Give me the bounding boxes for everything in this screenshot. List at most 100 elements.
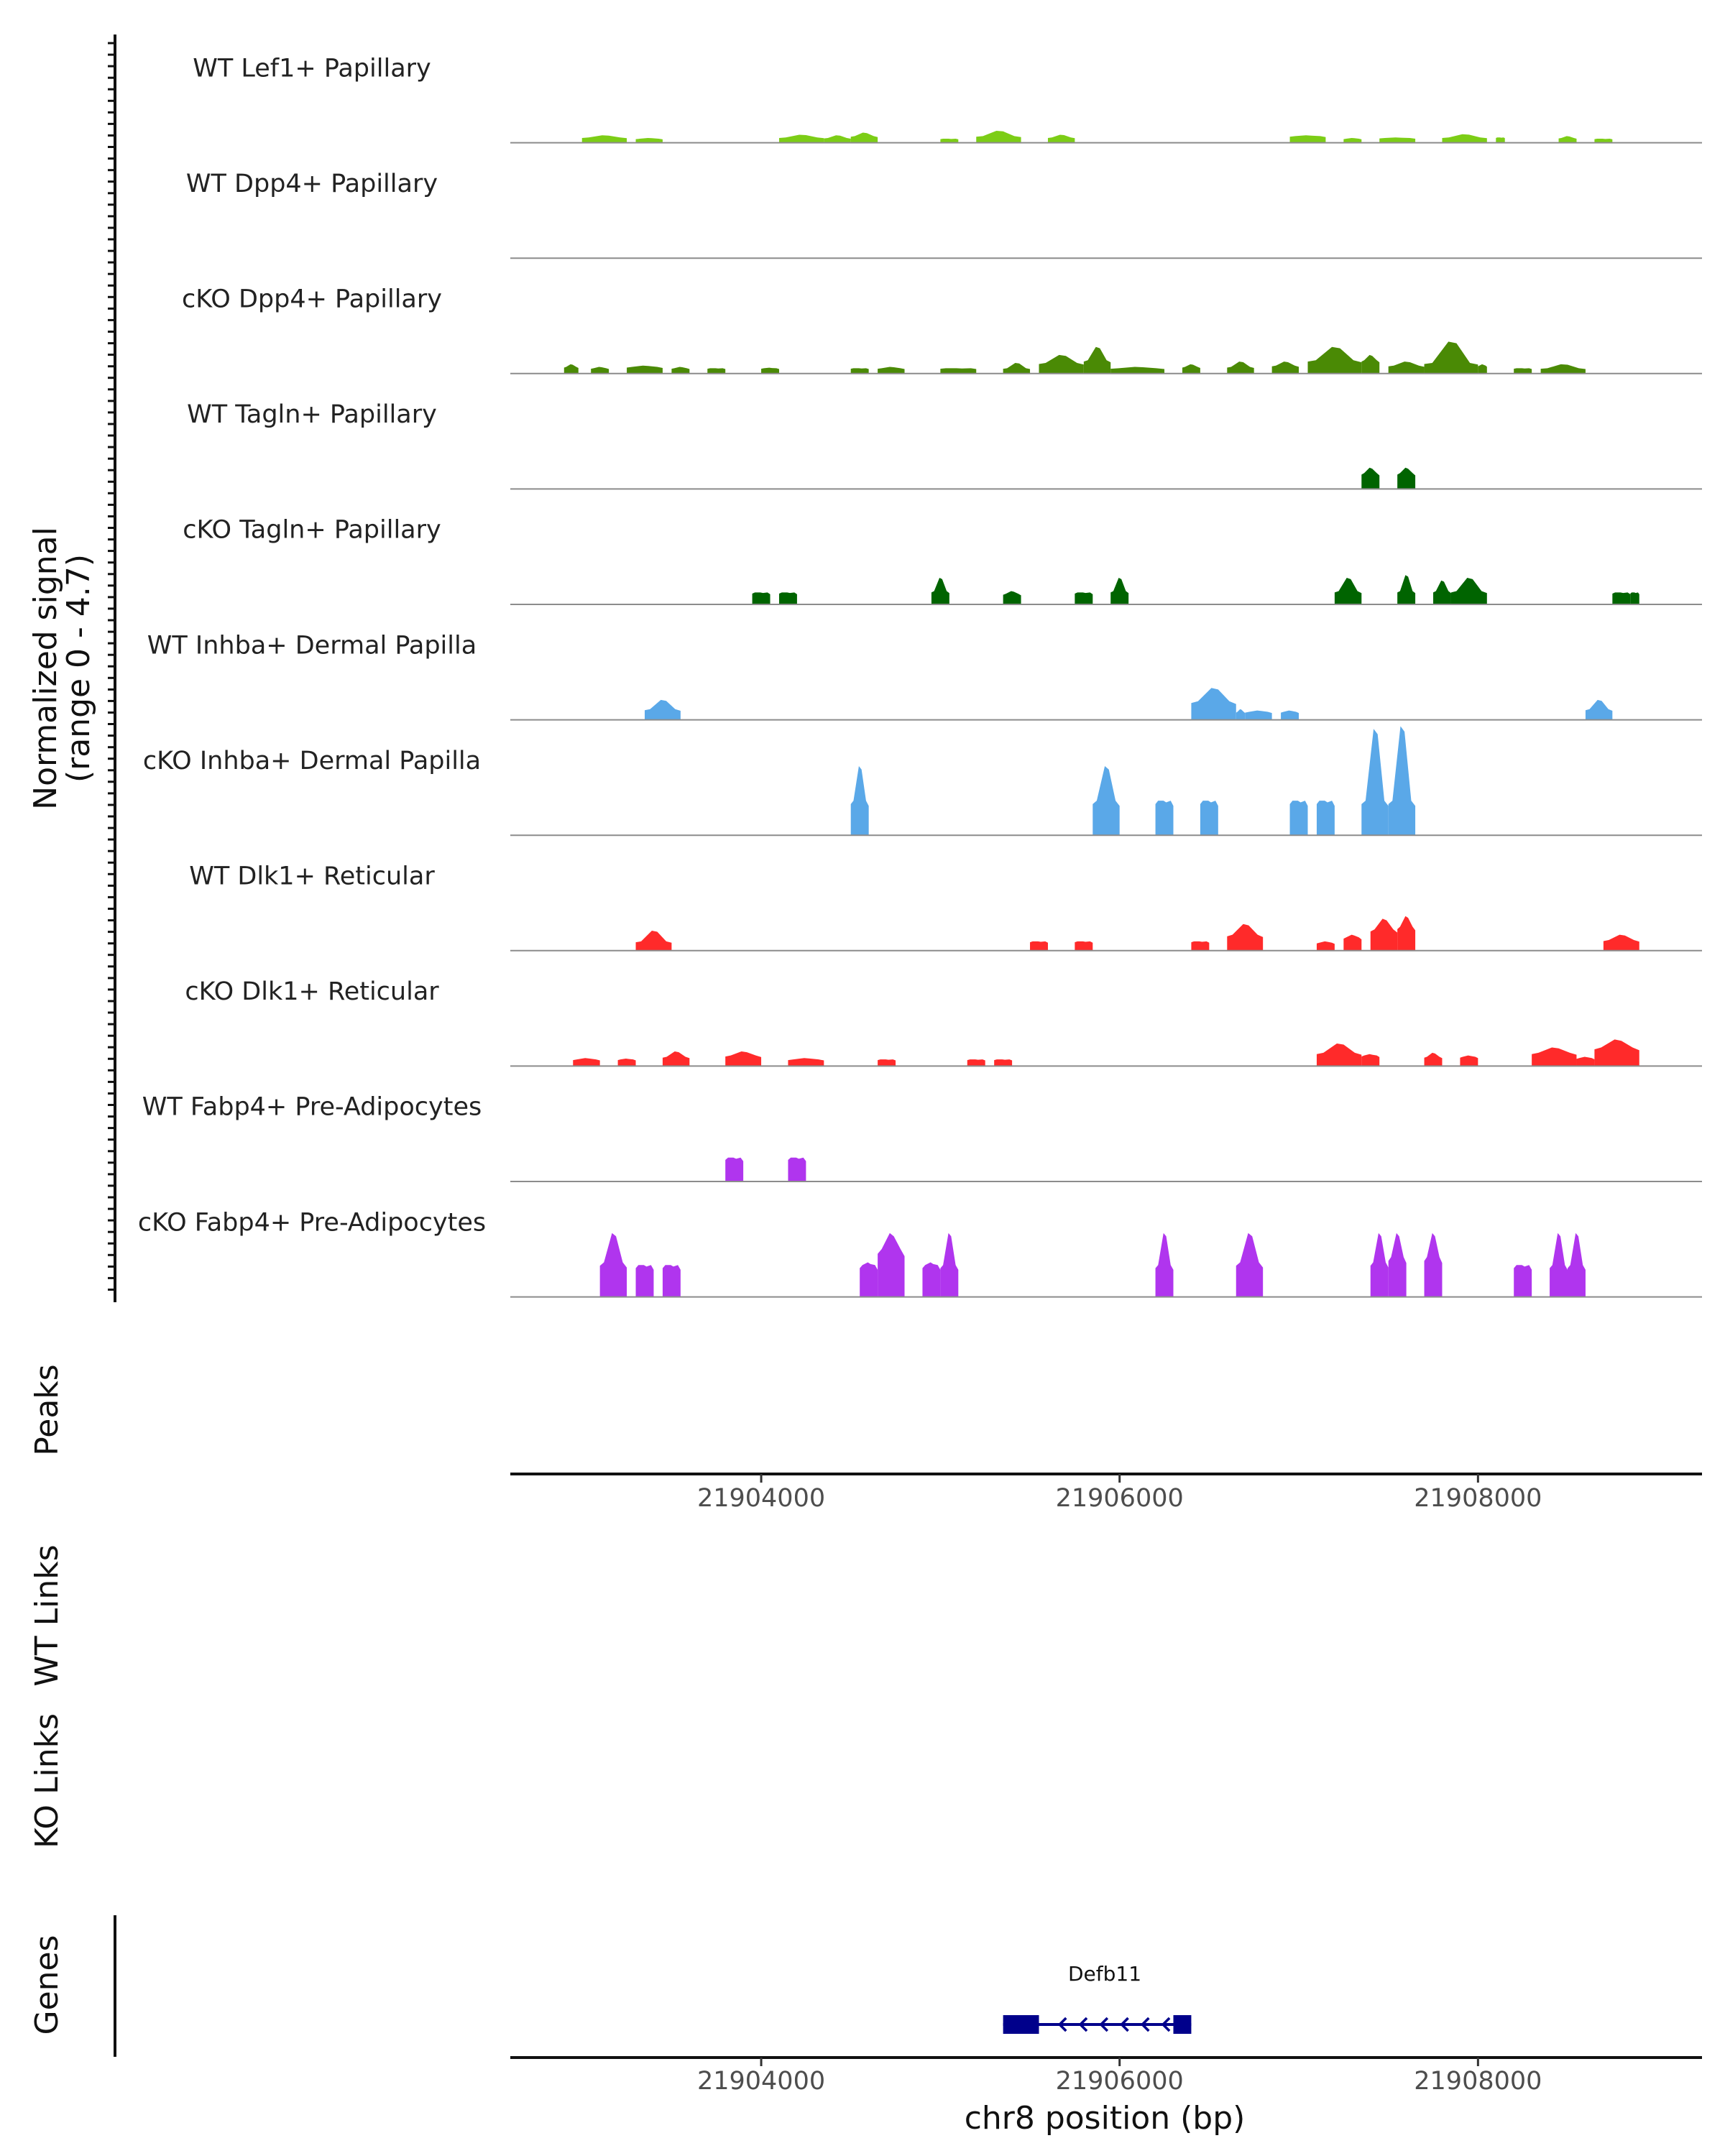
signal-area [1155,1233,1174,1297]
signal-area [860,1262,878,1297]
signal-area [1397,467,1416,489]
coverage-tracks: WT Lef1+ Papillary WT Dpp4+ Papillary cKO … [138,54,1702,1298]
signal-area [878,367,905,374]
signal-area [1075,592,1093,604]
track-6: WT Inhba+ Dermal Papilla [147,631,1702,721]
track-8: WT Dlk1+ Reticular [189,862,1702,952]
track-label: WT Dpp4+ Papillary [186,170,438,198]
x-tick-label: 21906000 [1056,1484,1184,1513]
x-tick-label: 21908000 [1414,1484,1542,1513]
strand-arrow [1140,2017,1150,2032]
signal-area [1289,801,1308,836]
signal-area [1397,916,1416,951]
signal-area [1271,361,1300,374]
track-label: cKO Fabp4+ Pre-Adipocytes [138,1208,486,1237]
signal-area [1514,368,1532,374]
signal-area [671,367,690,374]
signal-area [1191,941,1210,951]
signal-area [1227,923,1264,951]
x-axis-title: chr8 position (bp) [965,2100,1246,2137]
signal-area [662,1265,681,1297]
signal-area [564,364,579,374]
signal-area [788,1058,824,1067]
signal-area [967,1059,985,1067]
signal-area [1496,137,1505,143]
signal-area [1514,1265,1532,1297]
signal-area [1003,363,1031,374]
signal-area [1379,137,1416,143]
track-3: cKO Dpp4+ Papillary [182,285,1702,374]
wt-links-panel-label: WT Links [29,1544,65,1686]
signal-area [1550,1233,1568,1297]
signal-area [994,1059,1013,1067]
signal-area [1612,592,1631,604]
signal-area [1478,364,1487,374]
ko-links-panel-label: KO Links [29,1713,65,1848]
x-tick-label: 21904000 [697,1484,825,1513]
y-axis-title-line1: Normalized signal [27,527,64,810]
signal-area [922,1262,941,1297]
signal-area [1361,1054,1380,1067]
signal-area [1424,1052,1443,1067]
signal-area [850,132,878,143]
signal-area [1316,1043,1362,1067]
strand-arrow [1078,2017,1088,2032]
signal-area [788,1157,806,1181]
signal-area [1450,578,1487,604]
signal-area [1460,1055,1478,1067]
track-label: WT Lef1+ Papillary [193,54,431,83]
peaks-panel-label: Peaks [29,1364,65,1455]
genes-x-axis-ticks: 21904000 21906000 21908000 [697,2058,1542,2096]
signal-area [707,368,726,374]
signal-area [1227,361,1254,374]
track-4: WT Tagln+ Papillary [187,400,1702,490]
signal-area [778,134,824,143]
signal-area [1361,467,1380,489]
signal-area [1558,136,1577,143]
track-label: WT Dlk1+ Reticular [189,862,435,891]
gene-annotation: Defb11 [1003,1962,1192,2034]
signal-area [1388,1233,1407,1297]
signal-area [1191,688,1236,720]
track-label: WT Fabp4+ Pre-Adipocytes [142,1093,482,1122]
signal-area [1182,364,1200,374]
signal-area [1334,578,1362,604]
gene-exon [1173,2015,1192,2034]
signal-area [940,368,977,374]
y-axis-title-line2: (range 0 - 4.7) [60,554,97,783]
signal-area [635,1265,654,1297]
track-label: cKO Dpp4+ Papillary [182,285,442,314]
signal-area [1370,1233,1389,1297]
track-11: cKO Fabp4+ Pre-Adipocytes [138,1208,1702,1298]
signal-area [940,139,959,143]
signal-area [1576,1056,1595,1067]
signal-area [1424,1233,1443,1297]
signal-area [1200,801,1218,836]
signal-area [1236,1233,1264,1297]
track-5: cKO Tagln+ Papillary [183,516,1702,605]
signal-area [617,1059,636,1067]
signal-area [635,931,672,951]
track-2: WT Dpp4+ Papillary [186,170,1702,259]
signal-area [1289,135,1326,143]
signal-area [824,135,851,143]
signal-area [931,578,949,604]
signal-area [1307,346,1362,374]
track-label: cKO Inhba+ Dermal Papilla [143,747,481,775]
signal-area [581,135,627,143]
signal-area [761,367,779,374]
signal-area [1442,134,1487,143]
signal-area [599,1233,627,1297]
signal-area [850,368,869,374]
strand-arrow [1057,2017,1067,2032]
signal-area [1281,710,1300,720]
signal-area [1397,575,1416,604]
signal-area [1388,726,1416,836]
signal-area [878,1059,896,1067]
gene-exon [1003,2015,1039,2034]
strand-arrow [1099,2017,1109,2032]
strand-arrow [1120,2017,1129,2032]
signal-area [1594,139,1613,143]
signal-area [1075,941,1093,951]
x-tick-label: 21904000 [697,2067,825,2096]
